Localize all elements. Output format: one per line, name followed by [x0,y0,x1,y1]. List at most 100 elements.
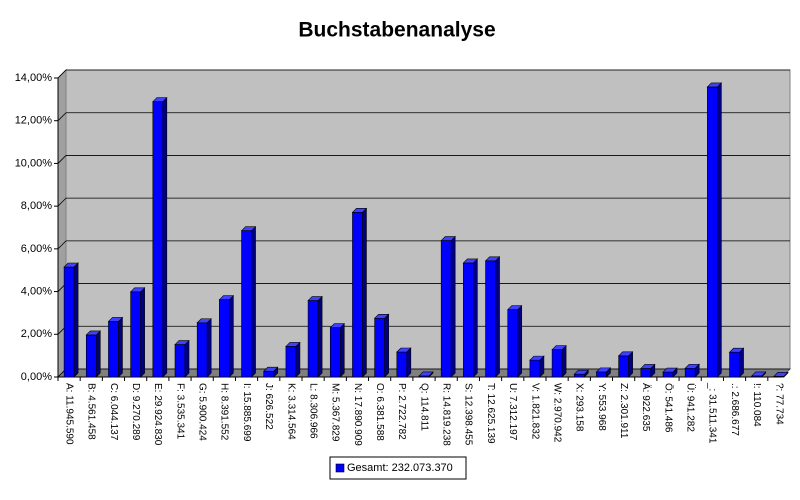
bar-top [85,330,101,336]
bar-top [129,287,146,293]
bar-front [729,351,740,378]
bar [484,256,501,378]
bar-side [206,318,212,378]
bar [728,347,745,378]
bar-front [174,344,186,378]
y-tick-label: 4,00% [21,285,52,297]
bar [706,82,723,378]
bar-side [118,316,123,378]
bar-top [285,342,301,347]
bar-top [773,372,789,377]
x-tick-label: !: 110.084 [751,383,762,427]
bar [107,316,124,378]
x-tick-label: N: 17.890.909 [352,383,363,446]
bar-top [174,340,190,345]
bar-front [618,355,629,378]
bar-front [707,86,718,378]
bar-side [739,347,744,378]
bar [640,363,656,378]
x-tick-label: Q: 114.811 [418,383,429,431]
bar-front [440,240,452,378]
bar [573,369,589,378]
bar-front [329,327,341,378]
bar-top [373,313,390,319]
bar-front [285,346,297,378]
x-tick-label: J: 626.522 [263,383,274,430]
bar-side [95,330,101,378]
bar-front [152,101,164,378]
bar-top [529,355,545,361]
bar [263,366,279,378]
bar-side [229,294,234,378]
bar [174,339,190,378]
x-tick-label: C: 6.044.137 [108,383,119,441]
bar-side [517,305,523,378]
bar-front [529,359,541,378]
x-tick-label: U: 7.312.197 [507,383,518,441]
x-tick-label: E: 29.924.830 [152,383,163,446]
bar [595,367,612,378]
x-tick-label: X: 293.158 [574,383,585,432]
bar-top [507,305,523,311]
x-tick-label: V: 1.821.832 [529,383,540,440]
bar-side [317,295,323,378]
bar-side [473,258,478,378]
x-tick-label: _: 31.511.341 [707,382,718,444]
bar [418,371,434,378]
x-tick-label: R: 14.819.238 [441,383,452,446]
chart-title: Buchstabenanalyse [298,19,495,42]
bar-top [396,347,412,353]
y-tick-label: 12,00% [15,115,53,127]
bar [85,330,101,378]
x-tick-label: W: 2.970.942 [551,383,562,443]
bar [63,262,79,378]
bar-top [351,208,368,213]
bar-front [573,373,585,378]
legend: Gesamt: 232.073.370 [329,456,467,480]
x-tick-label: M: 5.367.829 [330,383,341,442]
bar-side [73,262,79,378]
bar-top [329,323,345,328]
y-tick-label: 14,00% [15,72,53,84]
bar-top [751,371,767,377]
y-tick-label: 0,00% [21,371,52,383]
bar [152,96,168,378]
y-tick-label: 2,00% [21,328,52,340]
bar [462,258,479,378]
bar-top [684,363,700,369]
bar-top [728,347,745,353]
bar-front [63,266,75,378]
bar-front [596,371,607,378]
y-tick-label: 6,00% [21,243,52,255]
bar-top [152,97,168,103]
x-tick-label: L: 8.306.966 [307,383,318,439]
bar-front [307,300,319,378]
bar [396,347,412,378]
bar-top [640,364,656,369]
x-tick-label: Ö: 541.486 [662,383,674,433]
bar-front [352,212,363,378]
bar [529,355,545,378]
bar-top [573,369,589,375]
grid-line [57,155,790,164]
bar-front [85,334,97,378]
grid-line [57,197,790,207]
bar-side [561,344,567,378]
bar-top [218,295,235,300]
bar-side [162,96,168,378]
x-tick-label: ?: 77.734 [773,383,784,425]
x-tick-label: Y: 553.968 [596,383,607,431]
grid-line [57,240,790,250]
bar-top [418,371,434,377]
bar-side [495,256,500,378]
x-tick-label: Z: 2.301.911 [618,383,629,439]
bar-front [196,322,208,378]
grid-line [57,112,790,121]
bar-front [463,262,474,378]
bar [373,313,390,378]
legend-swatch [335,463,345,473]
x-tick-label: D: 9.270.289 [130,383,141,441]
bar-top [462,258,479,264]
bar-front [219,299,230,378]
bar-front [551,349,563,378]
